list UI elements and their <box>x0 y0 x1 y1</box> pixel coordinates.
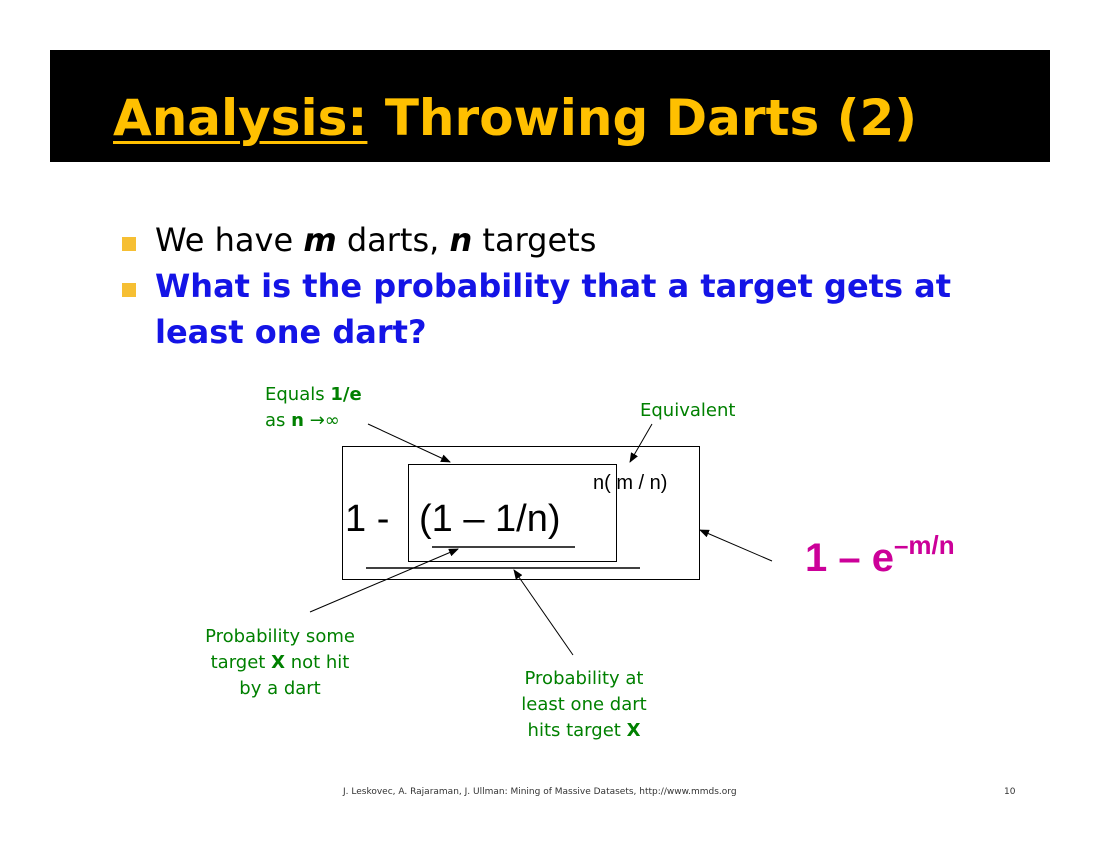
note-equals-1-over-e: Equals 1/e as n →∞ <box>265 384 362 431</box>
note-not-hit: Probability some target X not hit by a dar… <box>205 626 355 699</box>
title-prefix: Analysis: <box>113 89 368 147</box>
bullet-2-line-1: What is the probability that a target ge… <box>155 267 952 305</box>
note-hit: Probability at least one dart hits target … <box>521 668 647 741</box>
bullet-1: We have m darts, n targets <box>155 221 597 259</box>
bullet-marker-2 <box>122 283 136 297</box>
inner-box <box>408 464 617 562</box>
var-m: m <box>303 221 337 259</box>
title-rest: Throwing Darts (2) <box>367 89 918 147</box>
arrow-result <box>699 529 773 562</box>
formula-base: (1 – 1/n) <box>419 498 561 540</box>
arrow-equivalent <box>629 423 653 463</box>
footer-citation: J. Leskovec, A. Rajaraman, J. Ullman: Mi… <box>343 787 737 797</box>
formula-exponent: n( m / n) <box>593 472 668 494</box>
bullet-marker-1 <box>122 237 136 251</box>
var-n: n <box>449 221 473 259</box>
page-number: 10 <box>1004 787 1016 797</box>
slide-title: Analysis: Throwing Darts (2) <box>113 88 917 148</box>
arrow-hit <box>513 569 574 656</box>
arrow-not-hit <box>309 548 459 613</box>
title-bar <box>50 50 1050 162</box>
note-equivalent: Equivalent <box>640 400 736 421</box>
result-formula: 1 – e–m/n <box>805 530 955 580</box>
result-exponent: –m/n <box>893 530 955 560</box>
formula-one-minus: 1 - <box>345 498 390 540</box>
arrow-equals <box>367 423 451 463</box>
bullet-2-line-2: least one dart? <box>155 313 427 351</box>
